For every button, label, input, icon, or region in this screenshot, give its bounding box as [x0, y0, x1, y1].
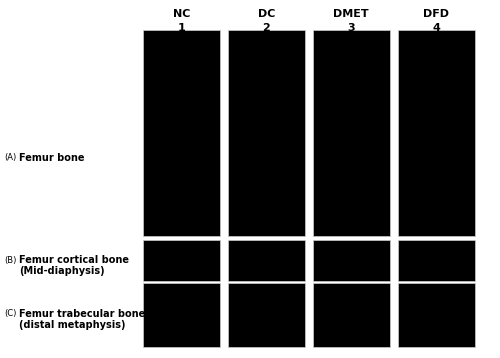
Text: Femur trabecular bone: Femur trabecular bone [19, 309, 145, 319]
Bar [312, 240, 390, 281]
Text: Femur cortical bone: Femur cortical bone [19, 255, 129, 265]
Bar [228, 240, 305, 281]
Text: 4: 4 [432, 23, 440, 33]
Text: (C): (C) [4, 309, 16, 319]
Text: Femur bone: Femur bone [19, 153, 84, 163]
Text: (distal metaphysis): (distal metaphysis) [19, 320, 126, 330]
Text: 1: 1 [178, 23, 185, 33]
Text: DC: DC [258, 9, 275, 19]
Bar [142, 30, 220, 236]
Bar [398, 30, 475, 236]
Text: DMET: DMET [334, 9, 369, 19]
Text: 3: 3 [348, 23, 355, 33]
Bar [398, 240, 475, 281]
Bar [398, 283, 475, 347]
Bar [312, 30, 390, 236]
Bar [228, 283, 305, 347]
Bar [142, 240, 220, 281]
Text: (B): (B) [4, 256, 16, 265]
Text: (A): (A) [4, 153, 16, 162]
Bar [312, 283, 390, 347]
Text: DFD: DFD [423, 9, 449, 19]
Text: 2: 2 [262, 23, 270, 33]
Text: NC: NC [172, 9, 190, 19]
Text: (Mid-diaphysis): (Mid-diaphysis) [19, 266, 104, 276]
Bar [228, 30, 305, 236]
Bar [142, 283, 220, 347]
